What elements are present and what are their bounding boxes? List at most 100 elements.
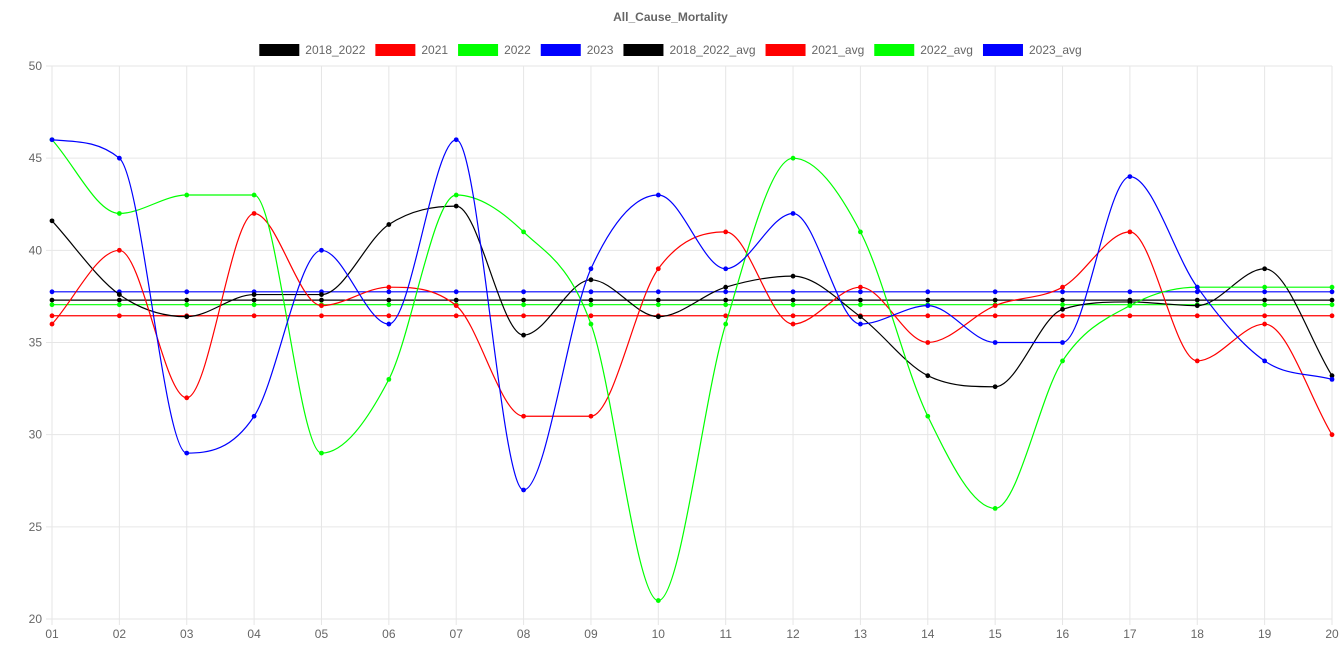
data-point[interactable] [992, 384, 998, 390]
avg-point[interactable] [521, 313, 526, 319]
avg-point[interactable] [925, 297, 931, 303]
data-point[interactable] [386, 284, 392, 290]
avg-point[interactable] [49, 313, 55, 319]
avg-point[interactable] [588, 302, 594, 308]
data-point[interactable] [723, 321, 729, 327]
avg-point[interactable] [386, 313, 392, 319]
legend-item-2023[interactable]: 2023 [540, 43, 614, 57]
legend-item-2023_avg[interactable]: 2023_avg [982, 43, 1082, 57]
data-point[interactable] [116, 247, 122, 253]
avg-point[interactable] [790, 302, 796, 308]
data-point[interactable] [588, 277, 594, 283]
avg-point[interactable] [1262, 289, 1268, 295]
avg-point[interactable] [655, 297, 661, 303]
avg-point[interactable] [1060, 297, 1065, 303]
data-point[interactable] [858, 314, 863, 320]
data-point[interactable] [655, 598, 661, 603]
avg-point[interactable] [1060, 313, 1065, 319]
data-point[interactable] [925, 413, 931, 419]
data-point[interactable] [1060, 340, 1065, 345]
avg-point[interactable] [116, 302, 122, 308]
avg-point[interactable] [925, 289, 931, 295]
avg-point[interactable] [1262, 313, 1268, 319]
data-point[interactable] [184, 395, 190, 401]
avg-point[interactable] [49, 302, 55, 308]
data-point[interactable] [319, 450, 324, 456]
avg-point[interactable] [588, 289, 594, 295]
data-point[interactable] [453, 203, 459, 209]
avg-point[interactable] [790, 297, 796, 303]
data-point[interactable] [521, 487, 526, 493]
avg-point[interactable] [386, 302, 392, 308]
data-point[interactable] [521, 413, 526, 419]
data-point[interactable] [858, 284, 863, 290]
avg-point[interactable] [588, 297, 594, 303]
data-point[interactable] [184, 314, 190, 320]
avg-point[interactable] [521, 302, 526, 308]
data-point[interactable] [790, 273, 796, 279]
data-point[interactable] [925, 340, 931, 345]
avg-point[interactable] [521, 289, 526, 295]
avg-point[interactable] [386, 289, 392, 295]
avg-point[interactable] [723, 302, 729, 308]
avg-point[interactable] [1329, 313, 1335, 319]
avg-point[interactable] [386, 297, 392, 303]
avg-point[interactable] [251, 313, 257, 319]
data-point[interactable] [723, 284, 729, 290]
avg-point[interactable] [1127, 313, 1133, 319]
avg-point[interactable] [184, 289, 190, 295]
data-point[interactable] [116, 292, 122, 297]
data-point[interactable] [521, 332, 526, 338]
avg-point[interactable] [1194, 289, 1200, 295]
data-point[interactable] [184, 192, 190, 198]
avg-point[interactable] [723, 297, 729, 303]
data-point[interactable] [49, 321, 55, 327]
avg-point[interactable] [116, 313, 122, 319]
data-point[interactable] [386, 321, 392, 327]
data-point[interactable] [1127, 299, 1133, 305]
data-point[interactable] [1329, 373, 1335, 379]
data-point[interactable] [184, 450, 190, 456]
data-point[interactable] [251, 211, 257, 216]
data-point[interactable] [319, 292, 324, 297]
data-point[interactable] [655, 314, 661, 320]
avg-point[interactable] [453, 289, 459, 295]
data-point[interactable] [453, 192, 459, 198]
data-point[interactable] [521, 229, 526, 235]
data-point[interactable] [992, 506, 998, 511]
legend-item-2022_avg[interactable]: 2022_avg [874, 43, 973, 57]
data-point[interactable] [319, 303, 324, 309]
legend-item-2018_2022[interactable]: 2018_2022 [259, 43, 366, 57]
avg-point[interactable] [992, 289, 998, 295]
data-point[interactable] [1060, 358, 1065, 364]
legend-item-2021[interactable]: 2021 [375, 43, 448, 57]
data-point[interactable] [1329, 284, 1335, 290]
avg-point[interactable] [723, 289, 729, 295]
avg-point[interactable] [1262, 302, 1268, 308]
avg-point[interactable] [116, 297, 122, 303]
avg-point[interactable] [925, 313, 931, 319]
data-point[interactable] [1262, 266, 1268, 272]
data-point[interactable] [1262, 321, 1268, 327]
data-point[interactable] [790, 211, 796, 216]
data-point[interactable] [1127, 229, 1133, 235]
data-point[interactable] [453, 137, 459, 143]
data-point[interactable] [251, 413, 257, 419]
data-point[interactable] [1194, 284, 1200, 290]
avg-point[interactable] [319, 297, 324, 303]
avg-point[interactable] [319, 313, 324, 319]
legend-item-2018_2022_avg[interactable]: 2018_2022_avg [623, 43, 756, 57]
data-point[interactable] [992, 303, 998, 309]
legend-item-2022[interactable]: 2022 [458, 43, 531, 57]
data-point[interactable] [1194, 358, 1200, 364]
data-point[interactable] [1127, 174, 1133, 180]
data-point[interactable] [386, 376, 392, 382]
data-point[interactable] [319, 247, 324, 253]
avg-point[interactable] [49, 297, 55, 303]
data-point[interactable] [992, 340, 998, 345]
data-point[interactable] [1262, 284, 1268, 290]
avg-point[interactable] [588, 313, 594, 319]
data-point[interactable] [251, 292, 257, 297]
avg-point[interactable] [723, 313, 729, 319]
data-point[interactable] [723, 229, 729, 235]
